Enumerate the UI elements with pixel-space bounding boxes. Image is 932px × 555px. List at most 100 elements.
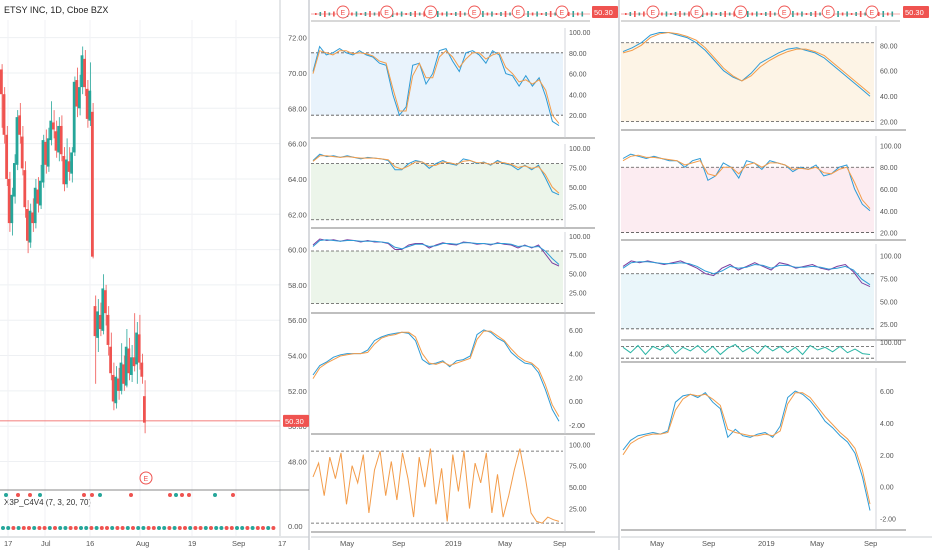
oscillator-series-line (312, 239, 560, 265)
candle-body (31, 212, 34, 224)
oscillator-series-line (622, 343, 871, 356)
candle-body (85, 88, 89, 119)
panel-tick-label: 60.00 (880, 187, 898, 194)
indicator-dot (146, 526, 151, 530)
main-chart[interactable]: 72.00 70.00 68.00 66.00 64.00 62.00 60.00 58.00… (0, 0, 309, 548)
mini-earnings-marker-text: E (516, 10, 521, 17)
indicator-dot (99, 526, 104, 530)
mini-earnings-marker-text: E (560, 10, 565, 17)
candle-body (91, 111, 94, 257)
signal-dot (90, 493, 94, 497)
candle-body (52, 122, 55, 130)
panel-tick-label: 25.00 (569, 290, 587, 297)
panel-tick-label: 60.00 (880, 69, 898, 76)
candle-body (114, 376, 118, 404)
panel-tick-label: 50.00 (569, 185, 587, 192)
price-tick-label: 72.00 (288, 34, 307, 43)
mini-earnings-marker-text: E (782, 10, 787, 17)
mini-price-tag-text: 50.30 (905, 8, 924, 17)
mini-earnings-marker-text: E (870, 10, 875, 17)
panel-time-tick-label: May (340, 539, 354, 548)
panel-tick-label: 6.00 (880, 389, 894, 396)
candle-body (46, 138, 50, 167)
candle-body (59, 125, 63, 155)
left-panels[interactable]: E E E E E E 50.30 100.00 80.00 60.00 40.00 20.00 100… (311, 5, 619, 548)
signal-dot (180, 493, 184, 497)
candle-body (33, 187, 37, 224)
indicator-dot (53, 526, 57, 530)
oscillator-band (311, 163, 563, 220)
oscillator-band (311, 251, 563, 304)
panel-time-tick-label: Sep (864, 539, 877, 548)
indicator-dot (271, 526, 276, 530)
mini-earnings-marker-text: E (651, 10, 656, 17)
mini-earnings-marker (865, 5, 879, 19)
price-tick-label: 62.00 (288, 210, 307, 219)
candle-body (62, 155, 66, 185)
indicator-dot (167, 526, 172, 530)
candle-body (106, 314, 110, 345)
panel-time-tick-label: Sep (553, 539, 566, 548)
price-tag-box (283, 414, 309, 427)
panel-tick-label: 20.00 (880, 120, 898, 127)
mini-earnings-marker-text: E (384, 10, 389, 17)
indicator-dot (47, 526, 52, 530)
price-tick-label: 56.00 (288, 316, 307, 325)
indicator-dot (141, 526, 146, 530)
oscillator-series-line (622, 260, 871, 288)
indicator-dot (198, 526, 203, 530)
right-panels[interactable]: E E E E E E 50.30 80.00 60.00 40.00 20.00 100.00 80.… (621, 5, 932, 548)
candle-body (70, 152, 73, 174)
price-tick-label: 52.00 (288, 387, 307, 396)
mini-earnings-marker-text: E (341, 10, 346, 17)
indicator-dot (105, 526, 109, 530)
earnings-marker (139, 471, 153, 485)
indicator-dot (255, 526, 260, 530)
indicator-dot (58, 526, 63, 530)
panel-tick-label: 80.00 (880, 165, 898, 172)
indicator-label: X3P_C4V4 (7, 3, 20, 70) (4, 498, 92, 507)
signal-dot (4, 493, 8, 497)
candle-body (67, 161, 71, 172)
oscillator-series-line (312, 329, 560, 422)
candle-body (119, 362, 123, 391)
signal-dot (213, 493, 217, 497)
mini-earnings-marker (424, 5, 438, 19)
candle-body (18, 115, 21, 135)
panel-tick-label: 100.00 (569, 30, 591, 37)
mini-earnings-marker-text: E (428, 10, 433, 17)
time-tick-label: 16 (86, 539, 94, 548)
panel-tick-label: 2.00 (569, 375, 583, 382)
panel-tick-label: 25.00 (569, 205, 587, 212)
indicator-dot (16, 526, 21, 530)
mini-earnings-marker (467, 5, 481, 19)
panel-time-tick-label: May (498, 539, 512, 548)
price-tick-label: 48.00 (288, 458, 307, 467)
panel-tick-label: 75.00 (569, 253, 587, 260)
panel-tick-label: 100.00 (569, 234, 591, 241)
oscillator-series-line (622, 392, 871, 505)
indicator-dot (177, 526, 182, 530)
time-tick-label: 17 (4, 539, 12, 548)
candle-body (127, 348, 131, 374)
signal-dot (129, 493, 133, 497)
mini-earnings-marker (646, 5, 660, 19)
indicator-dot (89, 526, 94, 530)
candle-body (109, 346, 112, 374)
candle-body (72, 81, 76, 153)
candle-body (78, 87, 81, 109)
panel-tick-label: 80.00 (569, 51, 587, 58)
candle-body (36, 189, 40, 204)
candle-body (83, 58, 86, 88)
panel-tick-label: 20.00 (880, 231, 898, 238)
mini-earnings-marker (690, 5, 704, 19)
oscillator-series-line (622, 390, 871, 511)
indicator-dot (245, 526, 250, 530)
mini-earnings-marker-text: E (826, 10, 831, 17)
indicator-dot (11, 526, 16, 530)
indicator-dot (235, 526, 239, 530)
price-tick-label: 60.00 (288, 246, 307, 255)
indicator-dot (21, 526, 26, 530)
